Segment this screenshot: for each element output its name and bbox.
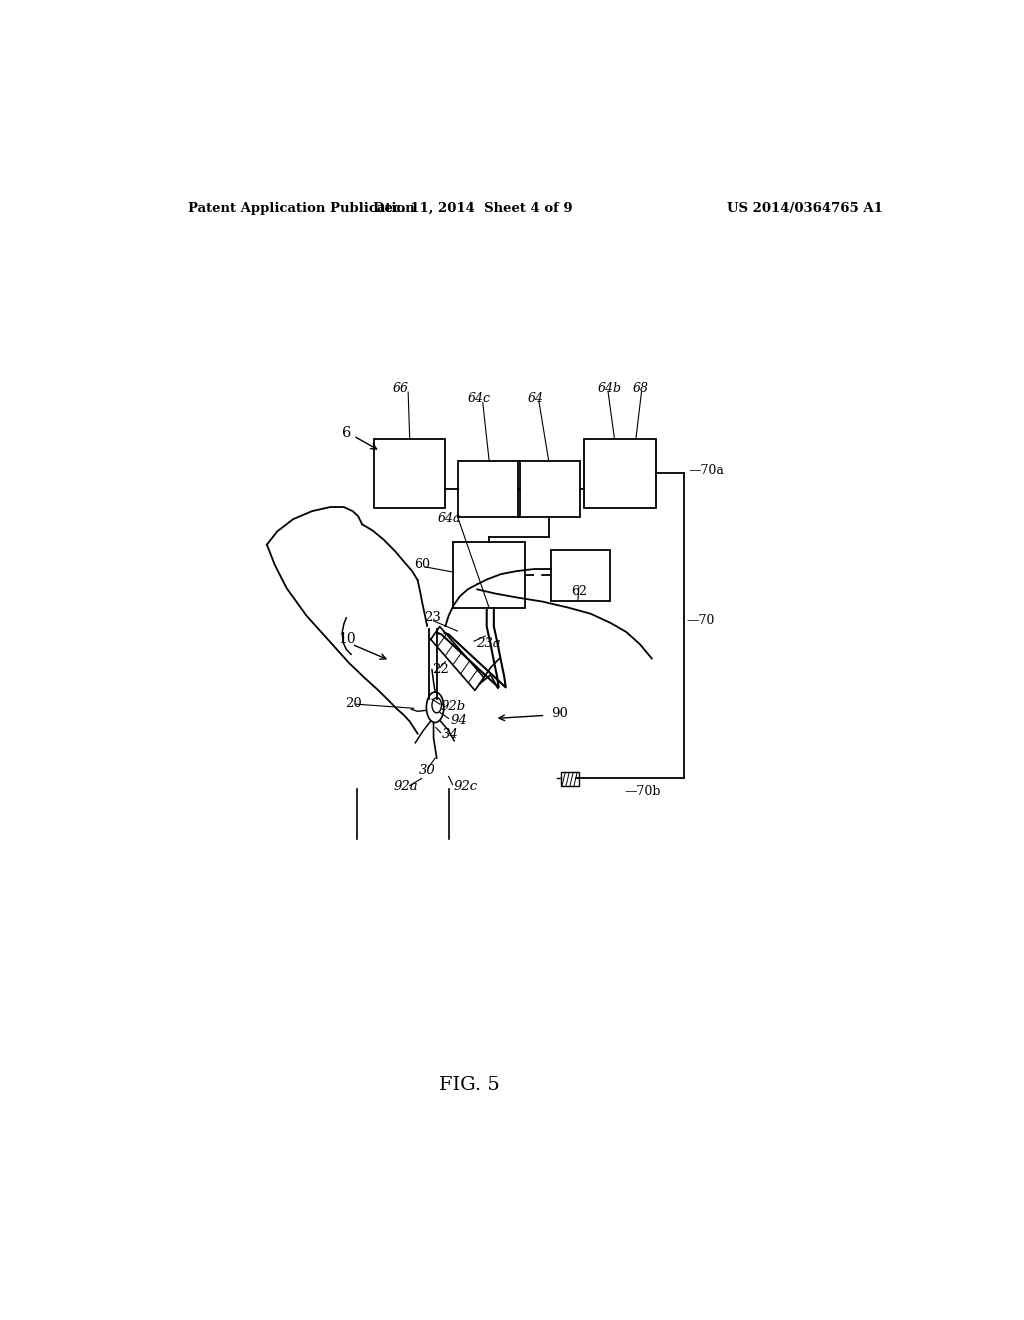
Text: 92b: 92b — [440, 700, 466, 713]
Text: 20: 20 — [345, 697, 362, 710]
Text: 92c: 92c — [454, 780, 477, 793]
Text: 60: 60 — [414, 558, 430, 572]
Bar — [560, 772, 579, 785]
Text: 94: 94 — [451, 714, 467, 727]
Text: FIG. 5: FIG. 5 — [439, 1076, 500, 1094]
Text: 66: 66 — [392, 381, 409, 395]
Text: 64: 64 — [527, 392, 543, 405]
Text: 6: 6 — [342, 426, 351, 440]
Text: 30: 30 — [419, 764, 436, 776]
Text: 22: 22 — [432, 663, 449, 676]
Bar — [585, 440, 655, 508]
Bar — [551, 549, 610, 601]
Text: 64b: 64b — [598, 381, 622, 395]
Text: 10: 10 — [338, 632, 356, 647]
Text: Dec. 11, 2014  Sheet 4 of 9: Dec. 11, 2014 Sheet 4 of 9 — [374, 202, 573, 215]
Text: 68: 68 — [633, 381, 649, 395]
Text: 92a: 92a — [394, 780, 419, 793]
Text: 23a: 23a — [475, 636, 500, 649]
Text: US 2014/0364765 A1: US 2014/0364765 A1 — [727, 202, 883, 215]
Text: 90: 90 — [551, 706, 568, 719]
Text: —70a: —70a — [688, 463, 724, 477]
Text: Patent Application Publication: Patent Application Publication — [187, 202, 415, 215]
Text: 64c: 64c — [468, 392, 490, 405]
Bar — [518, 461, 580, 516]
Bar — [458, 461, 520, 516]
Text: —70: —70 — [687, 614, 715, 627]
Bar — [454, 543, 524, 609]
Text: 34: 34 — [442, 729, 459, 742]
Text: 23: 23 — [424, 611, 441, 624]
Bar — [374, 440, 445, 508]
Text: 62: 62 — [570, 585, 587, 598]
Text: —70b: —70b — [624, 785, 660, 799]
Text: 64a: 64a — [437, 512, 461, 525]
